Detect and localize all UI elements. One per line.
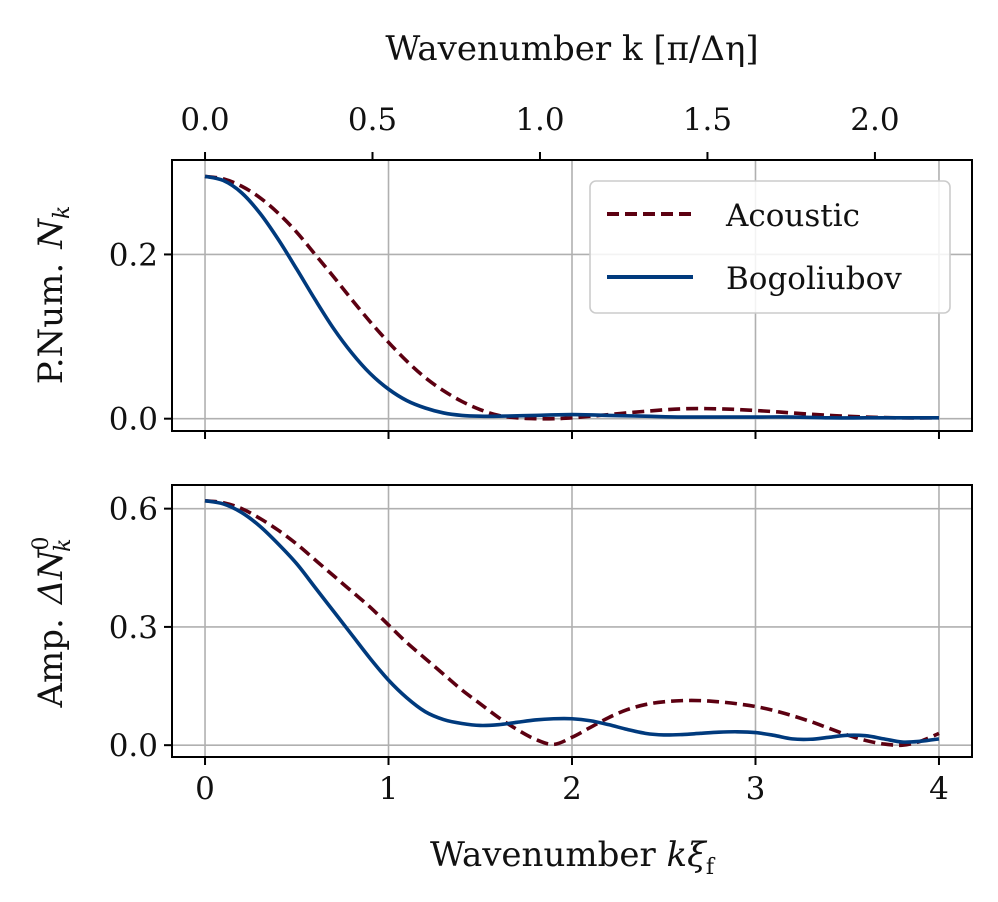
top-axis-title: Wavenumber k [π/Δη] bbox=[385, 29, 758, 69]
bottom-ylabel-sub: k bbox=[51, 538, 76, 551]
bottom-series bbox=[204, 498, 940, 748]
bottom-ylabel-sup: 0 bbox=[29, 536, 54, 550]
top-secondary-ticks: 0.0 0.5 1.0 1.5 2.0 bbox=[180, 102, 900, 160]
bottom-ylabel: Amp. ΔNk0 bbox=[29, 536, 76, 708]
bot-xtick-label-3: 3 bbox=[746, 771, 766, 807]
bot-ytick-label-0: 0.0 bbox=[109, 728, 158, 764]
top-axis-tick-label-3: 1.5 bbox=[683, 102, 732, 138]
top-yticks: 0.0 0.2 bbox=[109, 237, 172, 438]
top-axis-tick-label-1: 0.5 bbox=[348, 102, 397, 138]
bot-series-bogoliubov bbox=[204, 498, 940, 744]
bottom-ylabel-symbol: ΔN bbox=[31, 549, 71, 607]
bottom-xlabel-text: Wavenumber bbox=[430, 835, 667, 875]
bottom-grid bbox=[172, 485, 972, 757]
bot-ytick-label-1: 0.3 bbox=[109, 610, 158, 646]
top-ylabel-symbol: N bbox=[31, 218, 71, 250]
panel-top: 0.0 0.5 1.0 1.5 2.0 0.0 0.2 Acoustic Bogoliub… bbox=[31, 102, 973, 439]
top-ylabel-sub: k bbox=[50, 206, 75, 219]
bot-ytick-label-2: 0.6 bbox=[109, 492, 158, 528]
bottom-xlabel-symbol: kξ bbox=[667, 835, 709, 875]
top-ylabel: P.Num. Nk bbox=[31, 206, 75, 385]
bot-xtick-label-0: 0 bbox=[195, 771, 215, 807]
top-ytick-label-1: 0.2 bbox=[109, 237, 158, 273]
top-axis-tick-label-2: 1.0 bbox=[515, 102, 564, 138]
top-ytick-label-0: 0.0 bbox=[109, 402, 158, 438]
top-series bbox=[204, 174, 939, 421]
bot-series-acoustic bbox=[204, 498, 940, 748]
top-series-acoustic bbox=[204, 174, 939, 421]
bottom-ylabel-text: Amp. bbox=[31, 618, 71, 708]
bottom-xlabel: Wavenumber kξf bbox=[430, 835, 716, 880]
bot-xtick-label-2: 2 bbox=[562, 771, 582, 807]
legend-label-acoustic: Acoustic bbox=[725, 198, 860, 234]
legend-label-bogoliubov: Bogoliubov bbox=[726, 261, 902, 297]
top-series-bogoliubov bbox=[204, 174, 939, 420]
top-xticks bbox=[204, 431, 940, 439]
top-axis-tick-label-4: 2.0 bbox=[850, 102, 899, 138]
top-ylabel-text: P.Num. bbox=[31, 263, 71, 385]
bottom-yticks: 0.0 0.3 0.6 bbox=[109, 492, 172, 764]
top-axis-tick-label-0: 0.0 bbox=[180, 102, 229, 138]
bottom-xticks: 0 1 2 3 4 bbox=[195, 757, 949, 807]
legend: Acoustic Bogoliubov bbox=[589, 180, 951, 314]
bot-xtick-label-4: 4 bbox=[929, 771, 949, 807]
bot-xtick-label-1: 1 bbox=[379, 771, 399, 807]
bottom-xlabel-sub: f bbox=[706, 855, 716, 880]
